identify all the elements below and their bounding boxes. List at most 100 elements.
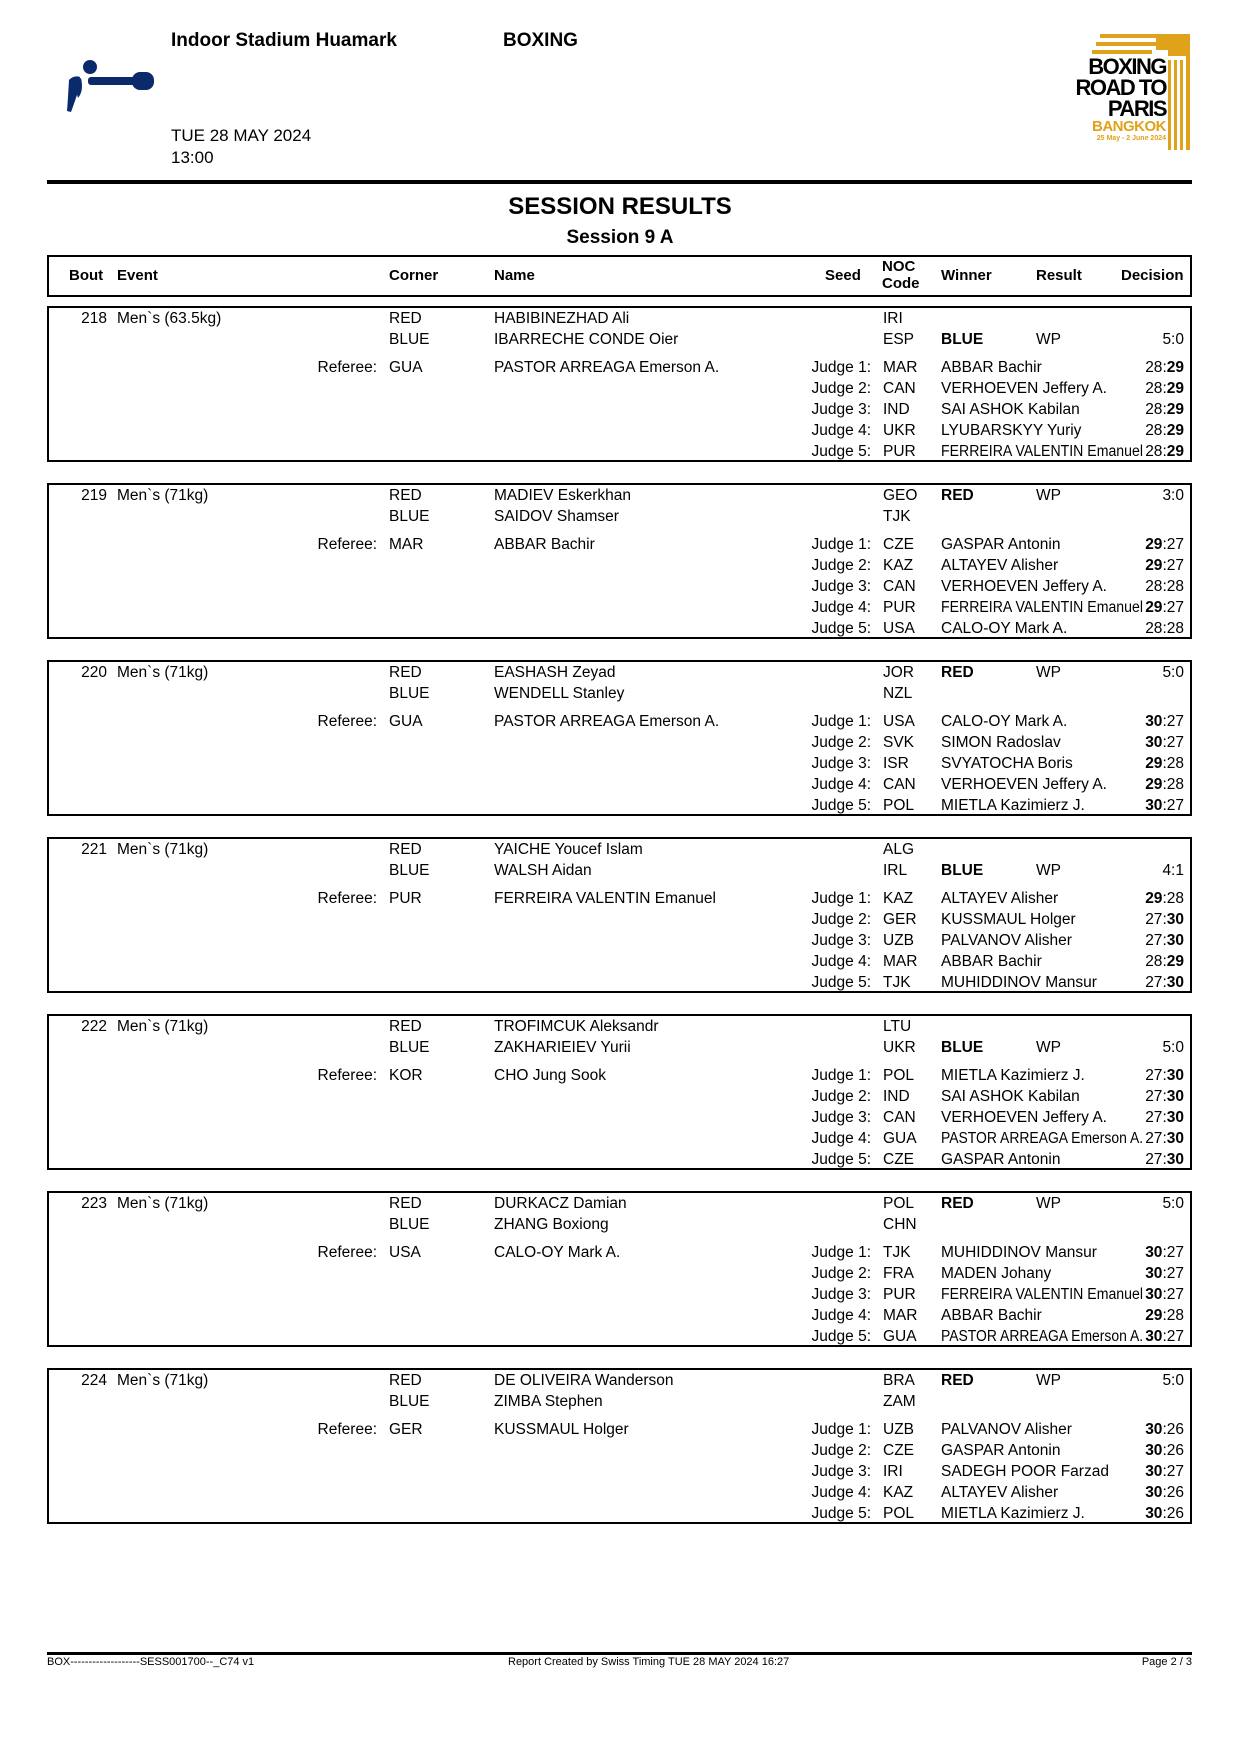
red-noc: JOR (883, 664, 914, 681)
bout-block: 218 Men`s (63.5kg) RED BLUE HABIBINEZHAD Ali… (47, 306, 1192, 462)
score-red: 27 (1145, 974, 1163, 991)
score-blue: 27 (1166, 734, 1184, 751)
score-blue: 27 (1166, 1463, 1184, 1480)
red-noc: BRA (883, 1372, 915, 1389)
score-blue: 30 (1166, 911, 1184, 928)
footer-rule (47, 1652, 1192, 1655)
boxing-pictogram-icon (67, 60, 154, 112)
judge-label: Judge 1: (811, 536, 871, 553)
judge-noc: KAZ (883, 890, 914, 907)
event: Men`s (71kg) (117, 841, 209, 858)
score-red: 28 (1145, 401, 1163, 418)
judge-noc: ISR (883, 755, 909, 772)
judge-label: Judge 4: (811, 1484, 871, 1501)
score-blue: 29 (1166, 380, 1184, 397)
score-red: 29 (1145, 557, 1163, 574)
score-blue: 29 (1166, 953, 1184, 970)
score-red: 30 (1145, 734, 1163, 751)
blue-boxer-name: IBARRECHE CONDE Oier (494, 331, 679, 348)
judge-score: 30:27 (1145, 713, 1184, 730)
corner-red: RED (389, 310, 422, 327)
judge-label: Judge 1: (811, 1067, 871, 1084)
judge-score: 30:27 (1145, 1286, 1184, 1303)
judge-name: MUHIDDINOV Mansur (941, 1244, 1097, 1261)
referee-name: FERREIRA VALENTIN Emanuel (494, 890, 716, 907)
corner-red: RED (389, 1372, 422, 1389)
corner-blue: BLUE (389, 331, 430, 348)
judge-noc: GUA (883, 1328, 917, 1345)
result: WP (1036, 1195, 1061, 1212)
judge-name: SAI ASHOK Kabilan (941, 401, 1080, 418)
decision: 5:0 (1162, 1195, 1184, 1212)
decision: 5:0 (1162, 1372, 1184, 1389)
judge-score: 27:30 (1145, 1109, 1184, 1126)
judge-noc: UKR (883, 422, 916, 439)
decision: 5:0 (1162, 664, 1184, 681)
judge-noc: KAZ (883, 557, 914, 574)
score-red: 30 (1145, 1421, 1163, 1438)
bout-number: 220 (81, 664, 107, 681)
judge-label: Judge 3: (811, 1286, 871, 1303)
score-blue: 29 (1166, 422, 1184, 439)
score-red: 30 (1145, 1286, 1163, 1303)
score-blue: 28 (1166, 1307, 1184, 1324)
judge-noc: USA (883, 620, 915, 637)
judge-score: 27:30 (1145, 1130, 1184, 1147)
judge-name: SAI ASHOK Kabilan (941, 1088, 1080, 1105)
judge-noc: POL (883, 797, 915, 814)
referee-noc: GER (389, 1421, 423, 1438)
score-blue: 28 (1166, 890, 1184, 907)
red-noc: GEO (883, 487, 918, 504)
score-red: 30 (1145, 1442, 1163, 1459)
event: Men`s (63.5kg) (117, 310, 222, 327)
judge-name: LYUBARSKYY Yuriy (941, 422, 1082, 439)
judge-score: 30:26 (1145, 1484, 1184, 1501)
judge-score: 28:29 (1145, 422, 1184, 439)
judge-name: CALO-OY Mark A. (941, 713, 1068, 730)
score-red: 30 (1145, 1328, 1163, 1345)
judge-label: Judge 4: (811, 422, 871, 439)
judge-label: Judge 4: (811, 1130, 871, 1147)
judge-noc: GER (883, 911, 917, 928)
score-red: 28 (1145, 359, 1163, 376)
winner: RED (941, 1372, 974, 1389)
referee-noc: GUA (389, 359, 423, 376)
score-red: 30 (1145, 1463, 1163, 1480)
event: Men`s (71kg) (117, 1372, 209, 1389)
judge-noc: TJK (883, 1244, 911, 1261)
col-event: Event (117, 267, 158, 284)
header-rule (47, 180, 1192, 184)
judge-label: Judge 5: (811, 443, 871, 460)
corner-blue: BLUE (389, 508, 430, 525)
judge-score: 30:27 (1145, 1244, 1184, 1261)
venue: Indoor Stadium Huamark (171, 30, 397, 51)
referee-name: CHO Jung Sook (494, 1067, 606, 1084)
blue-boxer-name: ZAKHARIEIEV Yurii (494, 1039, 631, 1056)
judge-name: VERHOEVEN Jeffery A. (941, 380, 1107, 397)
score-blue: 26 (1166, 1484, 1184, 1501)
logo-line-4: BANGKOK (1092, 118, 1166, 135)
judge-noc: CZE (883, 1442, 914, 1459)
judge-name: VERHOEVEN Jeffery A. (941, 776, 1107, 793)
judge-name: MUHIDDINOV Mansur (941, 974, 1097, 991)
decision: 5:0 (1162, 331, 1184, 348)
blue-noc: CHN (883, 1216, 917, 1233)
judge-noc: PUR (883, 599, 916, 616)
score-blue: 29 (1166, 443, 1184, 460)
result: WP (1036, 487, 1061, 504)
judge-name: ALTAYEV Alisher (941, 1484, 1059, 1501)
judge-score: 28:29 (1145, 443, 1184, 460)
judge-name: PASTOR ARREAGA Emerson A. (941, 1328, 1144, 1345)
footer-code: BOX-------------------SESS001700--_C74 v… (47, 1656, 255, 1668)
judge-name: VERHOEVEN Jeffery A. (941, 1109, 1107, 1126)
judge-score: 28:29 (1145, 953, 1184, 970)
judge-name: SIMON Radoslav (941, 734, 1061, 751)
corner-blue: BLUE (389, 1216, 430, 1233)
score-blue: 30 (1166, 1109, 1184, 1126)
score-blue: 27 (1166, 797, 1184, 814)
score-blue: 30 (1166, 1151, 1184, 1168)
score-red: 27 (1145, 1109, 1163, 1126)
judge-name: GASPAR Antonin (941, 536, 1061, 553)
score-red: 29 (1145, 755, 1163, 772)
judge-noc: CZE (883, 1151, 914, 1168)
